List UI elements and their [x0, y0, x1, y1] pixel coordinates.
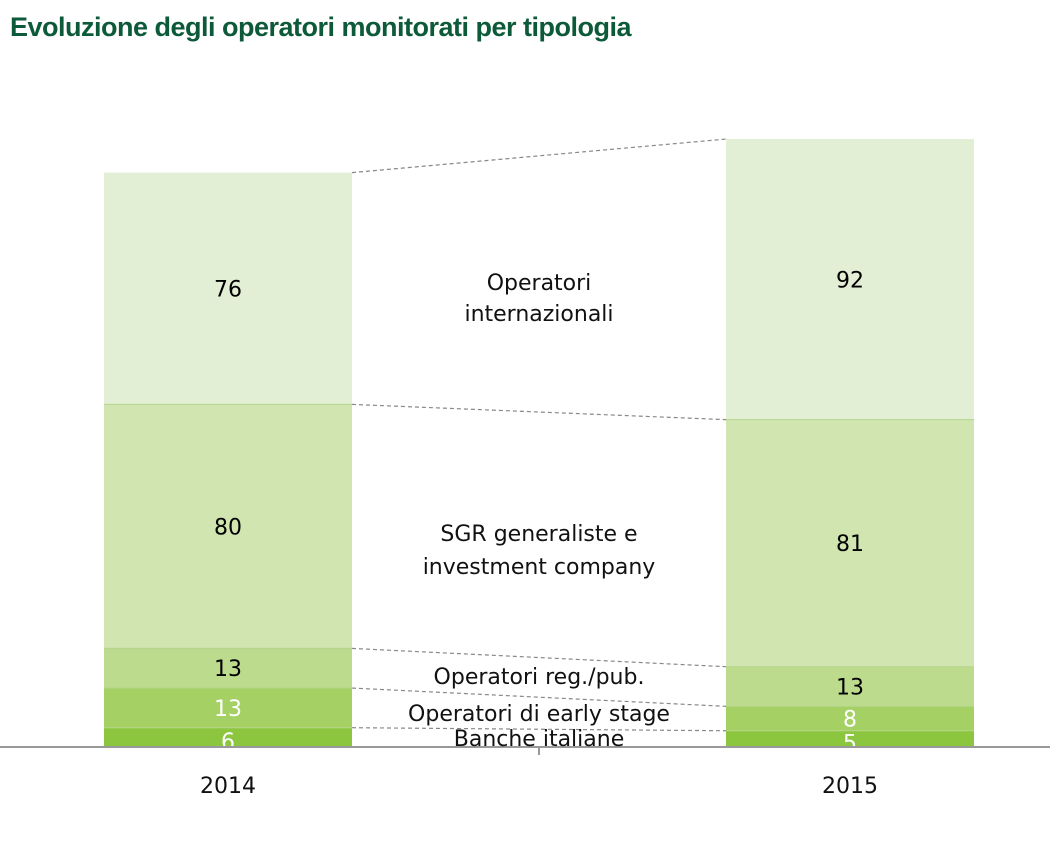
- bar-segment: [104, 688, 352, 728]
- data-label: 13: [214, 697, 242, 722]
- bar-segment: [104, 648, 352, 689]
- bar-segment: [726, 706, 974, 731]
- connector-line: [351, 647, 727, 668]
- bar-segment: [726, 139, 974, 420]
- series-label: internazionali: [464, 302, 613, 327]
- bar-segment: [726, 419, 974, 667]
- series-label: Operatori: [487, 271, 592, 296]
- data-label: 13: [836, 676, 864, 701]
- connector-line: [351, 138, 727, 174]
- data-label: 5: [843, 731, 857, 756]
- bar-segment: [726, 666, 974, 707]
- bar-segment: [726, 730, 974, 746]
- connector-line: [351, 727, 727, 732]
- series-label: SGR generaliste e: [440, 522, 637, 547]
- series-label: Operatori reg./pub.: [434, 665, 645, 690]
- data-label: 80: [214, 515, 242, 540]
- series-label: Banche italiane: [454, 727, 625, 752]
- chart-title: Evoluzione degli operatori monitorati pe…: [10, 12, 632, 42]
- series-label: investment company: [423, 555, 656, 580]
- data-label: 81: [836, 532, 864, 557]
- data-label: 76: [214, 278, 242, 303]
- bar-segment: [104, 404, 352, 649]
- x-tick-label: 2014: [200, 774, 256, 799]
- series-label: Operatori di early stage: [408, 702, 670, 727]
- data-label: 13: [214, 657, 242, 682]
- x-tick-label: 2015: [822, 774, 878, 799]
- bar-segment: [104, 172, 352, 405]
- data-label: 6: [221, 730, 235, 755]
- data-label: 8: [843, 708, 857, 733]
- connector-line: [351, 403, 727, 421]
- bar-segment: [104, 727, 352, 746]
- data-label: 92: [836, 268, 864, 293]
